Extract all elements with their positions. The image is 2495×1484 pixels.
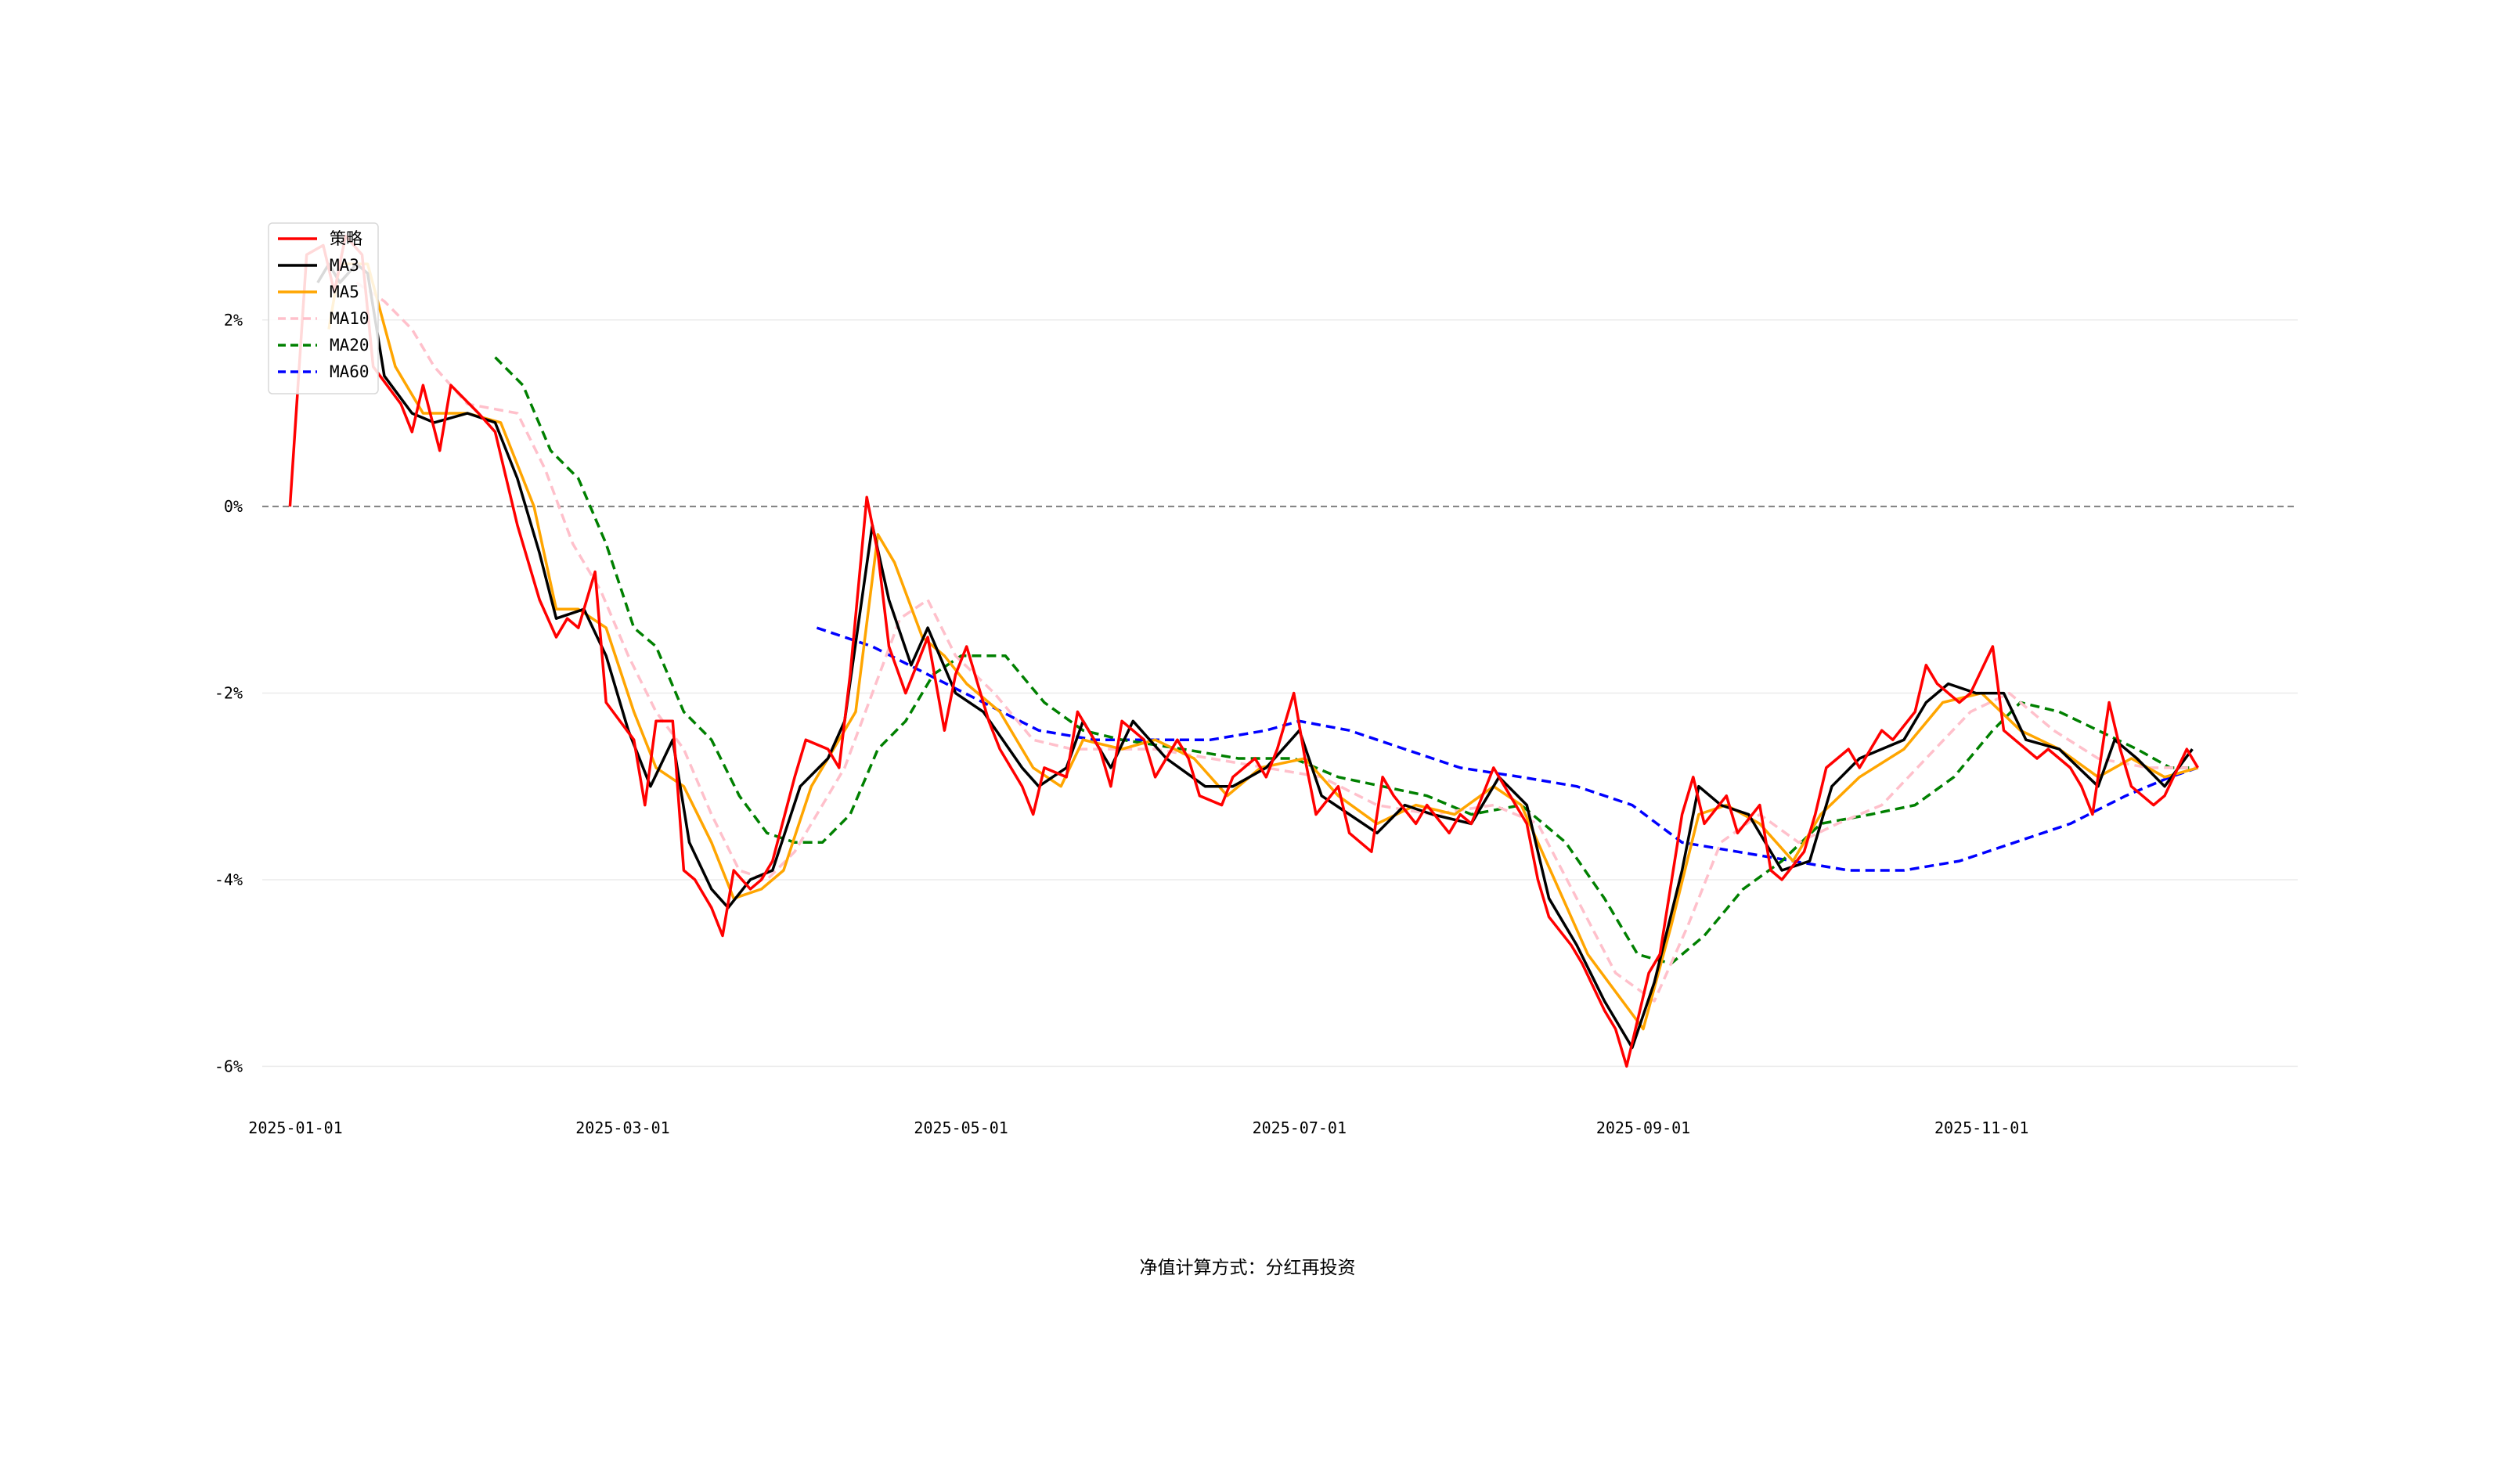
series-line-MA5 bbox=[327, 262, 2198, 1031]
legend-entry: 策略 bbox=[330, 229, 362, 248]
nav-method-footnote: 净值计算方式：分红再投资 bbox=[1139, 1258, 1356, 1278]
y-tick-label: -6% bbox=[215, 1057, 243, 1075]
series-line-MA20 bbox=[494, 356, 2198, 965]
legend-entry: MA3 bbox=[330, 256, 359, 275]
x-tick-label: 2025-03-01 bbox=[575, 1118, 669, 1137]
legend-entry: MA20 bbox=[330, 336, 370, 355]
series-line-MA3 bbox=[316, 262, 2194, 1050]
x-tick-label: 2025-11-01 bbox=[1934, 1118, 2028, 1137]
x-axis: 2025-01-01 2025-03-01 2025-05-01 2025-07-01… bbox=[248, 1118, 2028, 1137]
series-line-MA10 bbox=[355, 281, 2198, 1003]
y-tick-label: 2% bbox=[224, 311, 243, 330]
y-tick-label: -2% bbox=[215, 684, 243, 703]
x-tick-label: 2025-01-01 bbox=[248, 1118, 342, 1137]
grid-layer bbox=[262, 319, 2298, 1068]
legend-entry: MA60 bbox=[330, 362, 370, 381]
y-tick-label: -4% bbox=[215, 870, 243, 889]
legend: 策略 MA3 MA5 MA10 MA20 MA60 bbox=[268, 222, 379, 394]
legend-entry: MA5 bbox=[330, 283, 359, 301]
legend-entry: MA10 bbox=[330, 309, 370, 328]
y-axis: 2% 0% -2% -4% -6% bbox=[215, 311, 243, 1076]
x-tick-label: 2025-07-01 bbox=[1253, 1118, 1347, 1137]
series-line-MA60 bbox=[816, 626, 2199, 872]
series-line-策略 bbox=[288, 234, 2200, 1068]
x-tick-label: 2025-09-01 bbox=[1596, 1118, 1690, 1137]
y-tick-label: 0% bbox=[224, 497, 243, 516]
series-layer bbox=[288, 234, 2200, 1068]
x-tick-label: 2025-05-01 bbox=[914, 1118, 1008, 1137]
